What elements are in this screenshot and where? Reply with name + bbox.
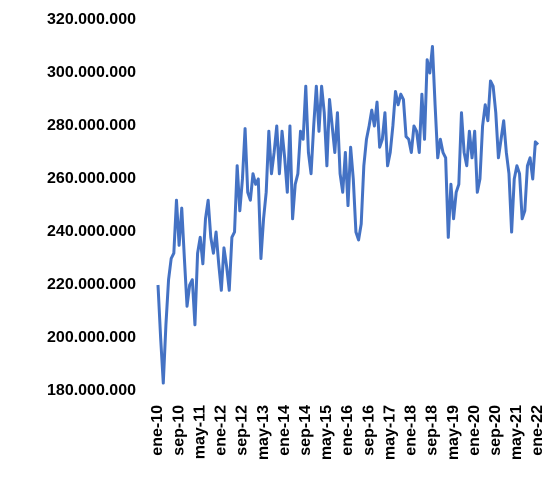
x-tick-label: sep-16 [360,405,377,456]
y-tick-label: 240.000.000 [47,223,136,240]
y-tick-label: 320.000.000 [47,11,136,28]
x-tick-label: ene-14 [276,405,293,456]
x-tick-label: ene-20 [466,405,483,456]
y-tick-label: 180.000.000 [47,382,136,399]
x-tick-label: ene-18 [403,405,420,456]
x-tick-label: may-15 [318,405,335,460]
y-tick-label: 300.000.000 [47,64,136,81]
x-tick-label: sep-10 [170,405,187,456]
data-line [156,45,540,385]
x-tick-label: sep-14 [297,405,314,456]
x-tick-label: sep-12 [234,405,251,456]
x-tick-label: ene-16 [339,405,356,456]
x-tick-label: may-17 [381,405,398,460]
x-tick-label: sep-20 [487,405,504,456]
y-tick-label: 200.000.000 [47,329,136,346]
x-tick-label: ene-12 [213,405,230,456]
x-tick-label: sep-18 [424,405,441,456]
y-tick-label: 220.000.000 [47,276,136,293]
x-tick-label: may-13 [255,405,272,460]
y-tick-label: 280.000.000 [47,117,136,134]
x-tick-label: may-11 [191,405,208,459]
x-tick-label: ene-10 [149,405,166,456]
x-tick-label: ene-22 [529,405,546,456]
x-tick-label: may-21 [508,405,525,460]
x-tick-label: may-19 [445,405,462,460]
y-tick-label: 260.000.000 [47,170,136,187]
